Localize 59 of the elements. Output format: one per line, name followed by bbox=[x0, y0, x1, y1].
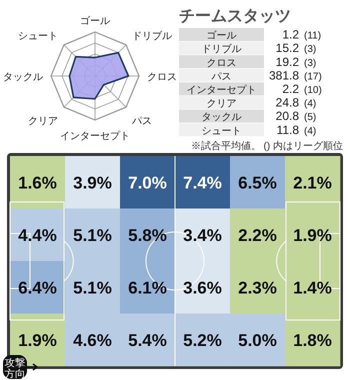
data-label: 24.8 bbox=[276, 96, 300, 110]
data-label: (4) bbox=[304, 98, 316, 110]
data-label: (10) bbox=[304, 85, 322, 96]
data-label: 1.6% bbox=[18, 173, 57, 192]
data-label: (17) bbox=[304, 71, 322, 82]
spoke-label: クロス bbox=[147, 72, 177, 83]
data-label: 7.0% bbox=[128, 173, 167, 192]
spoke-label: パス bbox=[130, 116, 152, 127]
data-label: 11.8 bbox=[276, 122, 300, 137]
data-label: 19.2 bbox=[276, 54, 300, 69]
text: チームスタッツ bbox=[179, 8, 291, 25]
spoke-label: シュート bbox=[18, 31, 58, 42]
data-label: (3) bbox=[304, 44, 316, 56]
category-label: ドリブル bbox=[202, 43, 242, 56]
data-label: 5.8% bbox=[128, 226, 167, 245]
spoke-label: クリア bbox=[28, 116, 58, 127]
data-label: 1.2 bbox=[282, 28, 300, 42]
data-label: 1.4% bbox=[293, 278, 332, 298]
spoke-label: ゴール bbox=[80, 15, 110, 27]
data-label: 7.4% bbox=[183, 173, 222, 192]
data-label: 1.9% bbox=[18, 330, 57, 350]
data-label: 6.5% bbox=[238, 173, 277, 192]
data-label: 2.1% bbox=[293, 173, 332, 192]
data-label: 5.1% bbox=[73, 226, 112, 245]
data-label: 5.1% bbox=[73, 278, 112, 298]
data-label: (4) bbox=[304, 126, 316, 137]
data-label: 5.0% bbox=[238, 330, 277, 350]
category-label: クリア bbox=[206, 98, 236, 110]
spoke-label: タックル bbox=[3, 72, 43, 83]
data-label: 4.6% bbox=[73, 330, 112, 350]
category-label: クロス bbox=[206, 58, 236, 69]
data-label: (3) bbox=[304, 58, 316, 69]
data-label: 2.2% bbox=[238, 226, 277, 245]
data-label: 3.4% bbox=[183, 226, 222, 245]
data-label: (11) bbox=[304, 30, 322, 42]
data-label: 20.8 bbox=[276, 109, 300, 124]
data-label: 381.8 bbox=[268, 68, 300, 82]
data-label: 15.2 bbox=[276, 41, 300, 56]
category-label: ゴール bbox=[206, 30, 236, 42]
annotation: 攻撃方向 bbox=[4, 357, 26, 380]
data-label: (5) bbox=[304, 112, 316, 124]
data-label: 3.9% bbox=[73, 173, 112, 192]
data-label: 5.4% bbox=[128, 330, 167, 350]
data-label: 6.1% bbox=[128, 278, 167, 298]
data-label: 3.6% bbox=[183, 278, 222, 298]
category-label: パス bbox=[210, 71, 232, 82]
data-label: 5.2% bbox=[183, 330, 222, 350]
spoke-label: ドリブル bbox=[132, 30, 172, 42]
data-label: 1.9% bbox=[293, 226, 332, 245]
category-label: タックル bbox=[202, 112, 242, 124]
spoke-label: インターセプト bbox=[60, 130, 130, 142]
category-label: インターセプト bbox=[186, 84, 256, 96]
data-label: 2.3% bbox=[238, 278, 277, 298]
data-label: 4.4% bbox=[18, 226, 57, 245]
category-label: シュート bbox=[202, 126, 242, 137]
data-label: 2.2 bbox=[282, 82, 300, 96]
data-label: 1.8% bbox=[293, 330, 332, 350]
data-label: 6.4% bbox=[18, 278, 57, 298]
text: ※試合平均値。 () 内はリーグ順位 bbox=[190, 140, 343, 152]
